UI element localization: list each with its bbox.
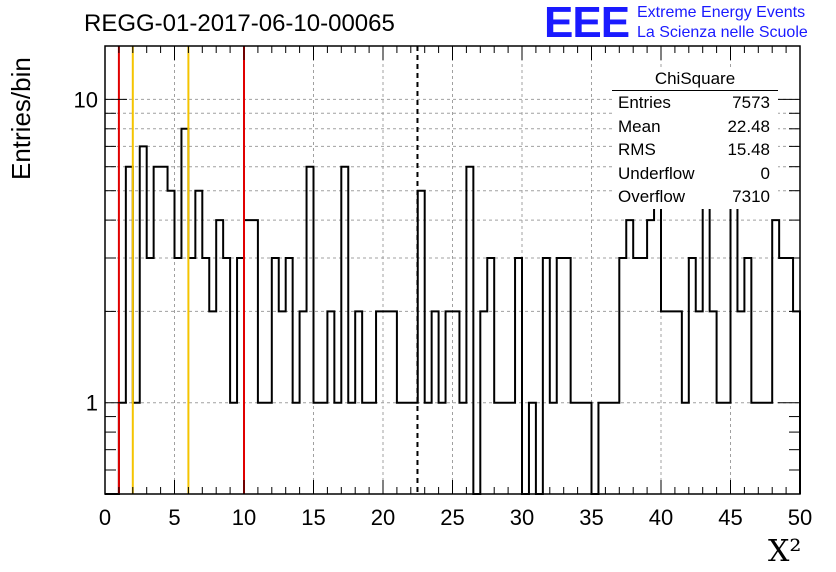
histogram-outline xyxy=(105,127,801,495)
x-tick-label: 25 xyxy=(440,505,464,530)
logo-mark: EEE xyxy=(544,0,630,47)
stat-row-overflow: Overflow 7310 xyxy=(612,185,778,209)
stat-label: RMS xyxy=(618,140,656,159)
x-tick-label: 20 xyxy=(371,505,395,530)
stat-value: 7573 xyxy=(732,93,770,112)
y-tick-label: 10 xyxy=(74,87,98,112)
stat-value: 0 xyxy=(760,163,770,183)
x-tick-label: 10 xyxy=(232,505,256,530)
stat-value: 15.48 xyxy=(727,140,770,159)
x-tick-label: 45 xyxy=(718,505,742,530)
x-tick-label: 15 xyxy=(301,505,325,530)
x-tick-label: 35 xyxy=(579,505,603,530)
stat-row-mean: Mean 22.48 xyxy=(612,115,778,139)
x-tick-label: 50 xyxy=(788,505,812,530)
x-tick-label: 30 xyxy=(510,505,534,530)
marker-lines xyxy=(117,46,419,494)
stats-title: ChiSquare xyxy=(612,68,778,91)
stat-row-rms: RMS 15.48 xyxy=(612,138,778,162)
stat-label: Mean xyxy=(618,116,661,136)
stat-row-entries: Entries 7573 xyxy=(612,91,778,115)
stat-label: Entries xyxy=(618,93,671,112)
stat-label: Underflow xyxy=(618,163,695,183)
y-tick-label: 1 xyxy=(86,391,98,416)
eee-logo: EEE Extreme Energy Events La Scienza nel… xyxy=(544,0,834,47)
x-tick-label: 5 xyxy=(168,505,180,530)
stat-value: 22.48 xyxy=(727,116,770,136)
stat-value: 7310 xyxy=(732,187,770,206)
histogram-bars xyxy=(105,127,801,495)
chart-title: REGG-01-2017-06-10-00065 xyxy=(84,10,395,37)
x-tick-label: 0 xyxy=(99,505,111,530)
stats-box: ChiSquare Entries 7573 Mean 22.48 RMS 15… xyxy=(612,68,778,209)
x-tick-label: 40 xyxy=(649,505,673,530)
axes: 0 5 10 15 20 25 30 35 40 45 50 1 10 xyxy=(74,45,812,530)
stat-row-underflow: Underflow 0 xyxy=(612,162,778,186)
logo-line-2: La Scienza nelle Scuole xyxy=(637,24,808,41)
stat-label: Overflow xyxy=(618,187,686,206)
logo-line-1: Extreme Energy Events xyxy=(637,4,806,21)
x-axis-label: X² xyxy=(768,534,802,569)
